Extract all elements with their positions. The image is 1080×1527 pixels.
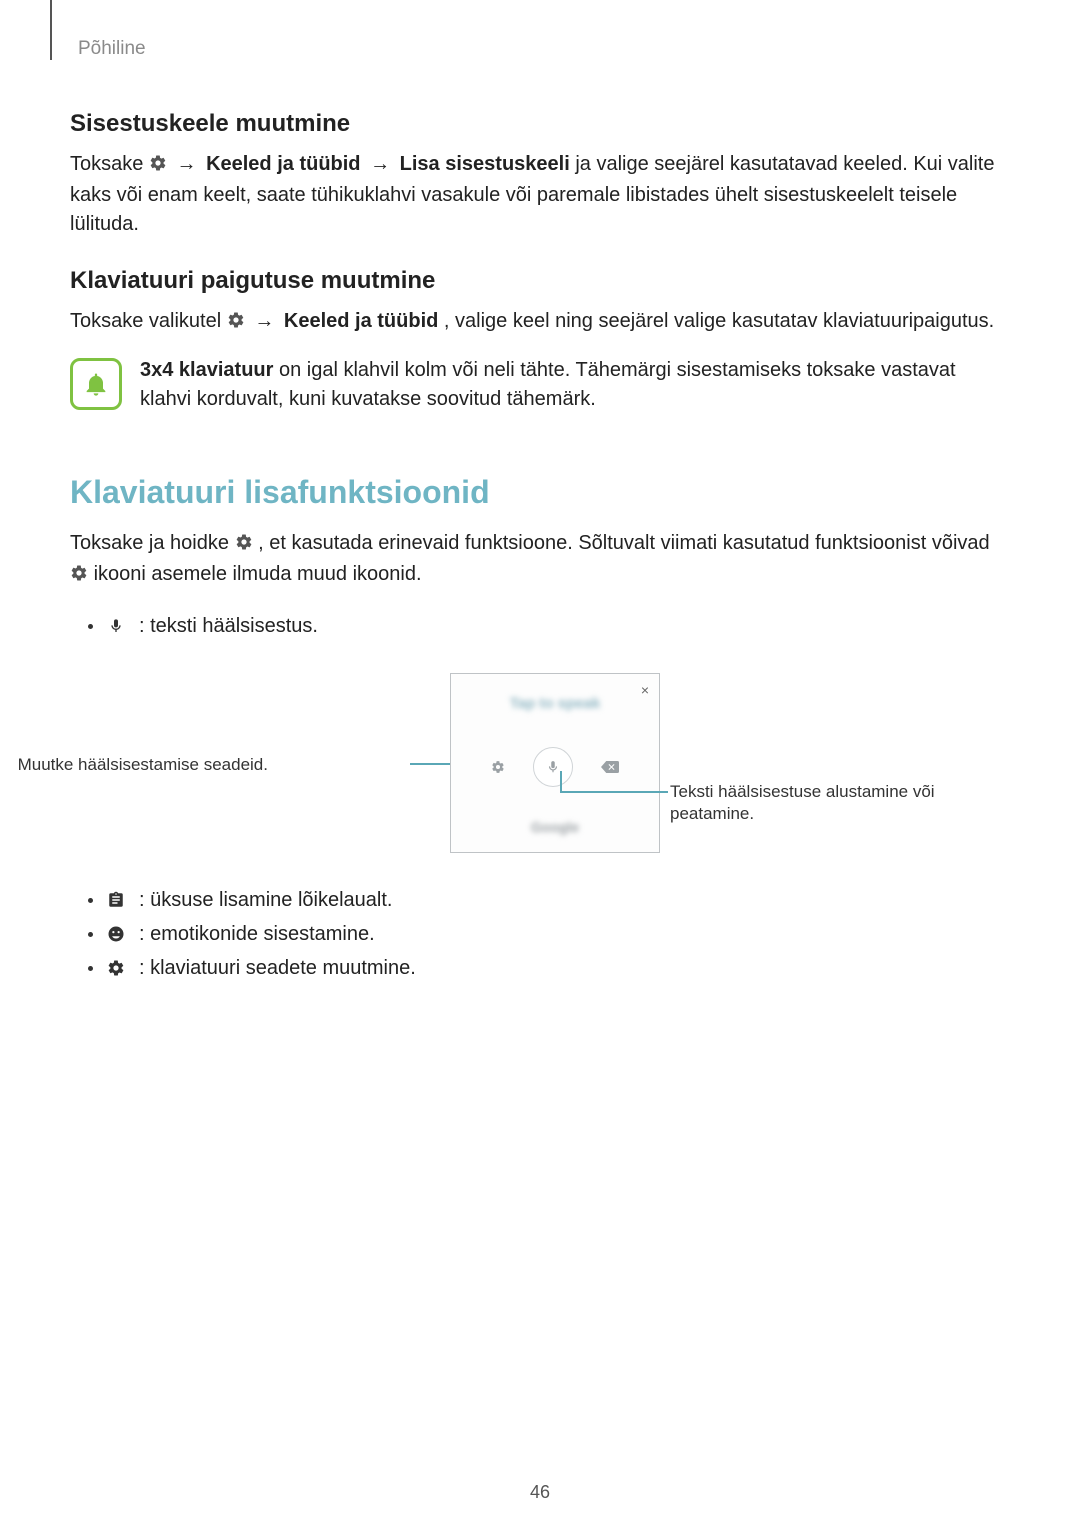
text: Toksake bbox=[70, 153, 149, 175]
text: Toksake valikutel bbox=[70, 310, 227, 332]
close-icon[interactable]: × bbox=[641, 682, 649, 698]
list-item-clipboard: : üksuse lisamine lõikelaualt. bbox=[88, 883, 1010, 917]
paragraph-input-language: Toksake → Keeled ja tüübid → Lisa sisest… bbox=[70, 150, 1010, 239]
arrow-text: → bbox=[173, 153, 207, 175]
paragraph-extra-functions: Toksake ja hoidke , et kasutada erinevai… bbox=[70, 529, 1010, 591]
document-page: Põhiline Sisestuskeele muutmine Toksake … bbox=[0, 0, 1080, 1527]
heading-extra-functions: Klaviatuuri lisafunktsioonid bbox=[70, 474, 1010, 511]
bullet-dot bbox=[88, 898, 93, 903]
gear-icon bbox=[227, 309, 245, 338]
list-item-settings: : klaviatuuri seadete muutmine. bbox=[88, 951, 1010, 985]
voice-input-figure: Muutke häälsisestamise seadeid. Tap to s… bbox=[70, 663, 1010, 873]
bullet-dot bbox=[88, 932, 93, 937]
bold-text: Keeled ja tüübid bbox=[206, 153, 360, 175]
paragraph-layout-change: Toksake valikutel → Keeled ja tüübid , v… bbox=[70, 307, 1010, 338]
gear-icon bbox=[149, 152, 167, 181]
info-text: 3x4 klaviatuur on igal klahvil kolm või … bbox=[140, 356, 1010, 414]
backspace-icon[interactable] bbox=[601, 760, 619, 774]
gear-icon bbox=[105, 959, 127, 977]
bullet-list-2: : üksuse lisamine lõikelaualt. : emotiko… bbox=[88, 883, 1010, 985]
bold-text: Keeled ja tüübid bbox=[284, 310, 438, 332]
callout-right: Teksti häälsisestuse alustamine või peat… bbox=[670, 781, 970, 825]
voice-panel: Tap to speak × Google bbox=[450, 673, 660, 853]
gear-icon bbox=[70, 562, 88, 591]
text: , et kasutada erinevaid funktsioone. Sõl… bbox=[258, 532, 990, 554]
bullet-dot bbox=[88, 624, 93, 629]
google-label: Google bbox=[531, 819, 579, 835]
clipboard-icon bbox=[105, 891, 127, 909]
text: : emotikonide sisestamine. bbox=[139, 917, 375, 951]
text: : teksti häälsisestus. bbox=[139, 609, 318, 643]
arrow-text: → bbox=[366, 153, 400, 175]
voice-settings-icon[interactable] bbox=[491, 760, 505, 774]
gear-icon bbox=[235, 531, 253, 560]
callout-line bbox=[560, 791, 668, 793]
bullet-dot bbox=[88, 966, 93, 971]
panel-top: Tap to speak × bbox=[451, 674, 659, 732]
bold-text: 3x4 klaviatuur bbox=[140, 359, 273, 381]
header-side-rule bbox=[50, 0, 52, 60]
page-number: 46 bbox=[0, 1482, 1080, 1503]
info-callout: 3x4 klaviatuur on igal klahvil kolm või … bbox=[70, 356, 1010, 414]
bold-text: Lisa sisestuskeeli bbox=[400, 153, 570, 175]
bullet-list: : teksti häälsisestus. bbox=[88, 609, 1010, 643]
breadcrumb: Põhiline bbox=[78, 38, 1010, 60]
list-item-voice: : teksti häälsisestus. bbox=[88, 609, 1010, 643]
microphone-icon bbox=[105, 616, 127, 636]
text: Toksake ja hoidke bbox=[70, 532, 235, 554]
heading-layout-change: Klaviatuuri paigutuse muutmine bbox=[70, 267, 1010, 295]
panel-bottom: Google bbox=[451, 802, 659, 852]
callout-line bbox=[560, 771, 562, 793]
arrow-text: → bbox=[250, 310, 284, 332]
text: : klaviatuuri seadete muutmine. bbox=[139, 951, 416, 985]
voice-mic-button[interactable] bbox=[533, 747, 573, 787]
bell-icon bbox=[70, 358, 122, 410]
text: : üksuse lisamine lõikelaualt. bbox=[139, 883, 392, 917]
text: , valige keel ning seejärel valige kasut… bbox=[444, 310, 994, 332]
heading-input-language: Sisestuskeele muutmine bbox=[70, 110, 1010, 138]
callout-left: Muutke häälsisestamise seadeid. bbox=[18, 755, 268, 775]
list-item-emoji: : emotikonide sisestamine. bbox=[88, 917, 1010, 951]
emoji-icon bbox=[105, 925, 127, 943]
text: ikooni asemele ilmuda muud ikoonid. bbox=[94, 563, 422, 585]
tap-to-speak-label: Tap to speak bbox=[510, 695, 601, 712]
